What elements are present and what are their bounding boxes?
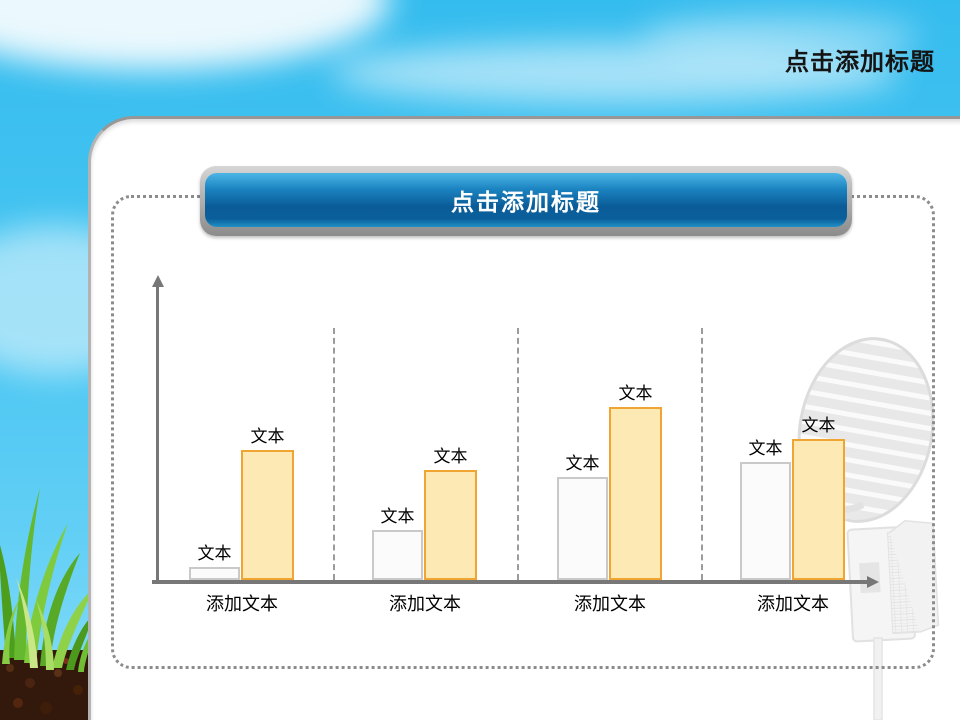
bar-column-yellow: 文本	[424, 442, 477, 580]
bar-gray[interactable]	[189, 567, 240, 580]
bar-column-yellow: 文本	[792, 411, 845, 580]
bar-value-label[interactable]: 文本	[618, 384, 653, 403]
bar-gray[interactable]	[557, 477, 608, 580]
bar-value-label[interactable]: 文本	[801, 416, 836, 435]
group-divider-dashed	[517, 328, 519, 580]
bar-gray[interactable]	[740, 462, 791, 580]
y-axis	[156, 286, 159, 584]
bar-yellow[interactable]	[792, 439, 845, 580]
bar-value-label[interactable]: 文本	[433, 447, 468, 466]
bar-gray[interactable]	[372, 530, 423, 580]
y-axis-arrow-icon	[151, 275, 164, 287]
bar-group: 文本 文本	[740, 411, 845, 580]
group-divider-dashed	[333, 328, 335, 580]
panel-title-text[interactable]: 点击添加标题	[205, 173, 847, 227]
category-label[interactable]: 添加文本	[389, 594, 461, 614]
bar-column-gray: 文本	[557, 449, 608, 580]
slide-title-placeholder[interactable]: 点击添加标题	[785, 49, 935, 76]
bar-column-gray: 文本	[372, 502, 423, 580]
category-label[interactable]: 添加文本	[206, 594, 278, 614]
category-label[interactable]: 添加文本	[574, 594, 646, 614]
bar-yellow[interactable]	[609, 407, 662, 580]
category-label[interactable]: 添加文本	[757, 594, 829, 614]
group-divider-dashed	[701, 328, 703, 580]
x-axis	[152, 580, 869, 584]
x-axis-arrow-icon	[867, 576, 879, 588]
bar-value-label[interactable]: 文本	[197, 544, 232, 563]
chart-plot: 文本 文本 添加文本 文本 文本 添加文本 文本 文本 添加文本 文本 文本 添加文本	[151, 275, 879, 614]
bar-group: 文本 文本	[189, 422, 294, 580]
panel-title-bar[interactable]: 点击添加标题	[200, 166, 852, 236]
bar-value-label[interactable]: 文本	[565, 454, 600, 473]
bar-column-yellow: 文本	[241, 422, 294, 580]
cloud	[640, 14, 920, 60]
bar-yellow[interactable]	[241, 450, 294, 580]
cloud	[330, 42, 900, 104]
bar-value-label[interactable]: 文本	[380, 507, 415, 526]
bar-column-gray: 文本	[189, 539, 240, 580]
bar-group: 文本 文本	[372, 442, 477, 580]
bar-yellow[interactable]	[424, 470, 477, 580]
bar-column-gray: 文本	[740, 434, 791, 580]
grass-photo-strip	[0, 488, 94, 720]
bar-group: 文本 文本	[557, 379, 662, 580]
bar-column-yellow: 文本	[609, 379, 662, 580]
bar-value-label[interactable]: 文本	[748, 439, 783, 458]
bar-value-label[interactable]: 文本	[250, 427, 285, 446]
